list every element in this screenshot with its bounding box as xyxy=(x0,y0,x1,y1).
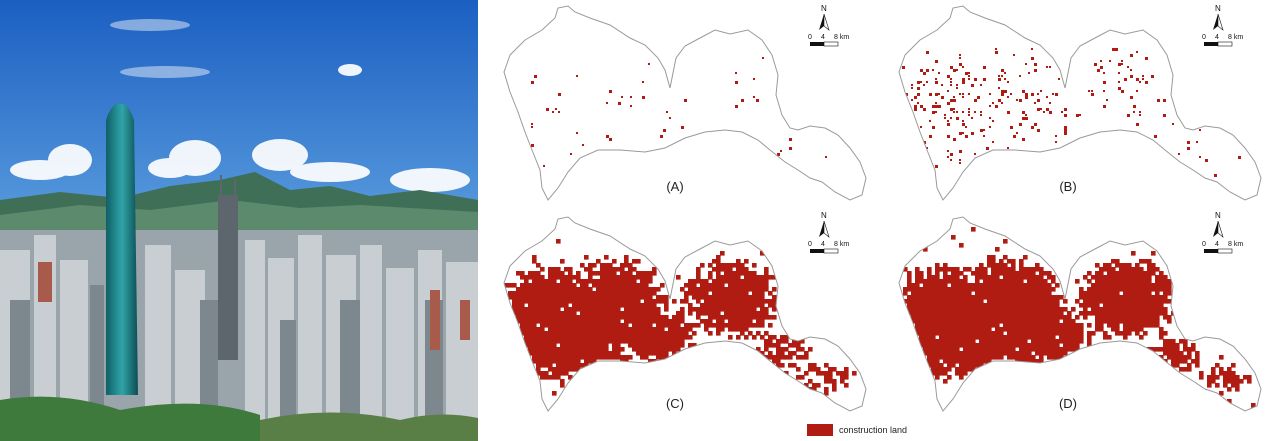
map-svg xyxy=(898,5,1262,201)
scale-bar-segment xyxy=(1217,248,1233,254)
legend-label: construction land xyxy=(839,425,908,435)
north-arrow-icon xyxy=(810,220,839,254)
map-panel-d xyxy=(875,211,1270,421)
scale-bar-segment xyxy=(810,42,824,46)
boundary-outline xyxy=(898,216,1262,412)
compass-scale-c: N 0 4 8 km xyxy=(808,211,878,257)
construction-land-area xyxy=(903,227,1256,408)
scale-bar-segment xyxy=(823,41,839,47)
boundary-outline xyxy=(503,5,867,201)
map-caption-a: (A) xyxy=(666,179,684,194)
north-arrow-icon xyxy=(810,13,839,47)
north-arrow-icon xyxy=(1204,220,1233,254)
north-label: N xyxy=(821,4,827,13)
construction-land-area xyxy=(531,57,827,167)
scale-tick-label: 0 xyxy=(808,34,812,41)
scale-bar-segment xyxy=(823,248,839,254)
boundary-outline xyxy=(898,5,1262,201)
scale-tick-label: 8 km xyxy=(1228,34,1244,41)
scale-tick-label: 0 xyxy=(808,241,812,248)
compass-scale-b: N 0 4 8 km xyxy=(1202,4,1272,50)
scale-tick-label: 4 xyxy=(821,241,825,248)
map-caption-d: (D) xyxy=(1058,396,1078,411)
north-label: N xyxy=(821,211,827,220)
map-caption-b: (B) xyxy=(1059,179,1077,194)
scale-bar-segment xyxy=(1217,41,1233,47)
map-svg xyxy=(898,216,1262,412)
compass-scale-a: N 0 4 8 km xyxy=(808,4,878,50)
scale-tick-label: 8 km xyxy=(1228,241,1244,248)
scale-tick-label: 4 xyxy=(821,34,825,41)
legend-swatch xyxy=(807,424,833,436)
construction-land-area xyxy=(504,239,857,396)
north-arrow-icon xyxy=(1204,13,1233,47)
construction-land-area xyxy=(902,48,1241,177)
map-caption-c: (C) xyxy=(665,396,685,411)
map-legend: construction land xyxy=(807,424,907,436)
scale-tick-label: 0 xyxy=(1202,241,1206,248)
scale-tick-label: 8 km xyxy=(834,34,850,41)
scale-tick-label: 8 km xyxy=(834,241,850,248)
scale-bar-segment xyxy=(1204,249,1218,253)
scale-tick-label: 4 xyxy=(1215,34,1219,41)
map-panel-b xyxy=(875,0,1270,210)
map-svg xyxy=(503,216,867,412)
map-panel-a xyxy=(480,0,875,210)
scale-bar-segment xyxy=(810,249,824,253)
north-label: N xyxy=(1215,4,1221,13)
map-svg xyxy=(503,5,867,201)
scale-bar-segment xyxy=(1204,42,1218,46)
scale-tick-label: 4 xyxy=(1215,241,1219,248)
boundary-outline xyxy=(503,216,867,412)
north-label: N xyxy=(1215,211,1221,220)
scale-tick-label: 0 xyxy=(1202,34,1206,41)
compass-scale-d: N 0 4 8 km xyxy=(1202,211,1272,257)
city-skyline-photo xyxy=(0,0,478,441)
map-panel-c xyxy=(480,211,875,421)
